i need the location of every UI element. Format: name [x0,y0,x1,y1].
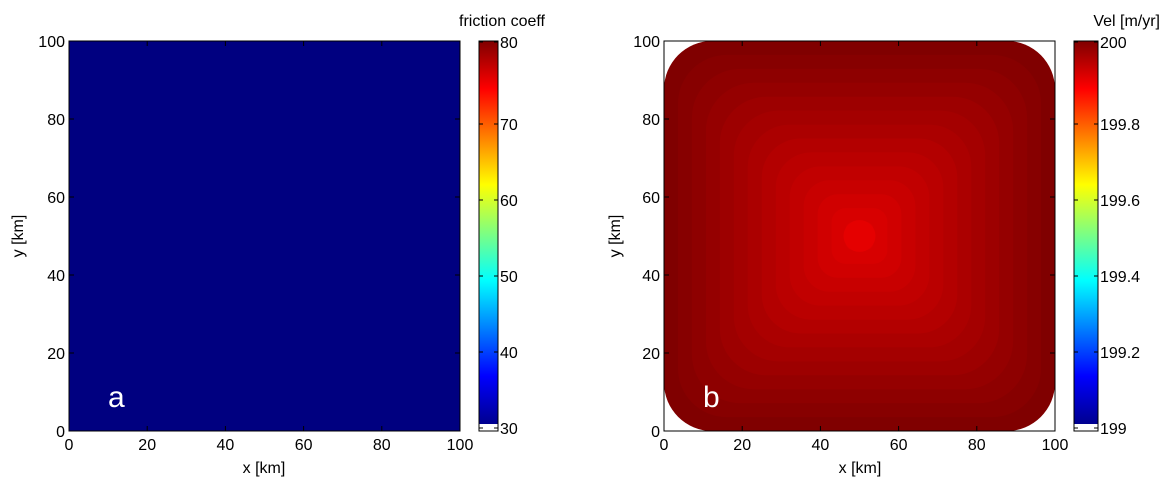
colorbar-bottom-swatch-a [479,424,498,431]
colorbar-tick-label: 200 [1100,35,1127,52]
x-tick-label: 60 [295,437,313,454]
colorbar-ticks-a: 30 40 50 60 70 80 [479,35,518,438]
panel-letter-b: b [703,381,720,414]
plot-frame-a [68,40,461,432]
colorbar-tick-label: 80 [500,35,518,52]
colorbar-tick-label: 50 [500,269,518,286]
colorbar-label-a: friction coeff [459,13,546,30]
panel-b: 0 20 40 60 80 100 0 20 40 60 80 100 b x [km] y [km… [607,13,1160,477]
y-tick-label: 60 [47,190,65,207]
colorbar-tick-label: 70 [500,117,518,134]
y-tick-label: 80 [47,112,65,129]
x-tick-label: 20 [138,437,156,454]
x-tick-label: 100 [1042,437,1069,454]
plot-frame-b [663,40,1056,432]
colorbar-tick-label: 40 [500,345,518,362]
y-axis-label-b: y [km] [607,215,624,258]
x-tick-label: 40 [217,437,235,454]
panel-letter-a: a [108,381,125,414]
colorbar-bottom-swatch-b [1074,424,1098,431]
x-tick-label: 0 [65,437,74,454]
friction-heatmap [69,41,460,431]
y-tick-label: 0 [56,424,65,441]
panel-a: 0 20 40 60 80 100 0 20 40 60 80 100 a x [km] y [km… [10,13,546,477]
x-tick-label: 80 [968,437,986,454]
y-ticks-b: 0 20 40 60 80 100 [633,34,1055,441]
colorbar-ticks-b: 199 199.2 199.4 199.6 199.8 200 [1074,35,1140,438]
x-axis-label-b: x [km] [839,460,882,477]
colorbar-tick-label: 199.8 [1100,117,1140,134]
y-tick-label: 80 [642,112,660,129]
heatmap-cell [69,41,460,431]
y-ticks-a: 0 20 40 60 80 100 [38,34,460,441]
x-tick-label: 80 [373,437,391,454]
colorbar-gradient-a [479,41,498,424]
x-axis-label-a: x [km] [243,460,286,477]
y-tick-label: 20 [642,346,660,363]
y-tick-label: 60 [642,190,660,207]
x-tick-label: 100 [447,437,474,454]
x-tick-label: 20 [733,437,751,454]
x-ticks-a: 0 20 40 60 80 100 [65,41,474,454]
colorbar-tick-label: 199.6 [1100,193,1140,210]
contour-core [843,220,876,252]
x-ticks-b: 0 20 40 60 80 100 [660,41,1069,454]
y-tick-label: 40 [47,268,65,285]
colorbar-frame-b [1073,40,1099,432]
colorbar-label-b: Vel [m/yr] [1093,13,1160,30]
colorbar-tick-label: 199 [1100,421,1127,438]
y-tick-label: 40 [642,268,660,285]
y-tick-label: 20 [47,346,65,363]
x-tick-label: 40 [812,437,830,454]
x-tick-label: 60 [890,437,908,454]
velocity-heatmap [664,41,1055,431]
x-tick-label: 0 [660,437,669,454]
colorbar-tick-label: 199.4 [1100,269,1140,286]
y-tick-label: 0 [651,424,660,441]
colorbar-frame-a [478,40,499,432]
colorbar-gradient-b [1074,41,1098,424]
y-tick-label: 100 [633,34,660,51]
y-tick-label: 100 [38,34,65,51]
colorbar-tick-label: 30 [500,421,518,438]
y-axis-label-a: y [km] [10,215,27,258]
colorbar-tick-label: 60 [500,193,518,210]
colorbar-tick-label: 199.2 [1100,345,1140,362]
